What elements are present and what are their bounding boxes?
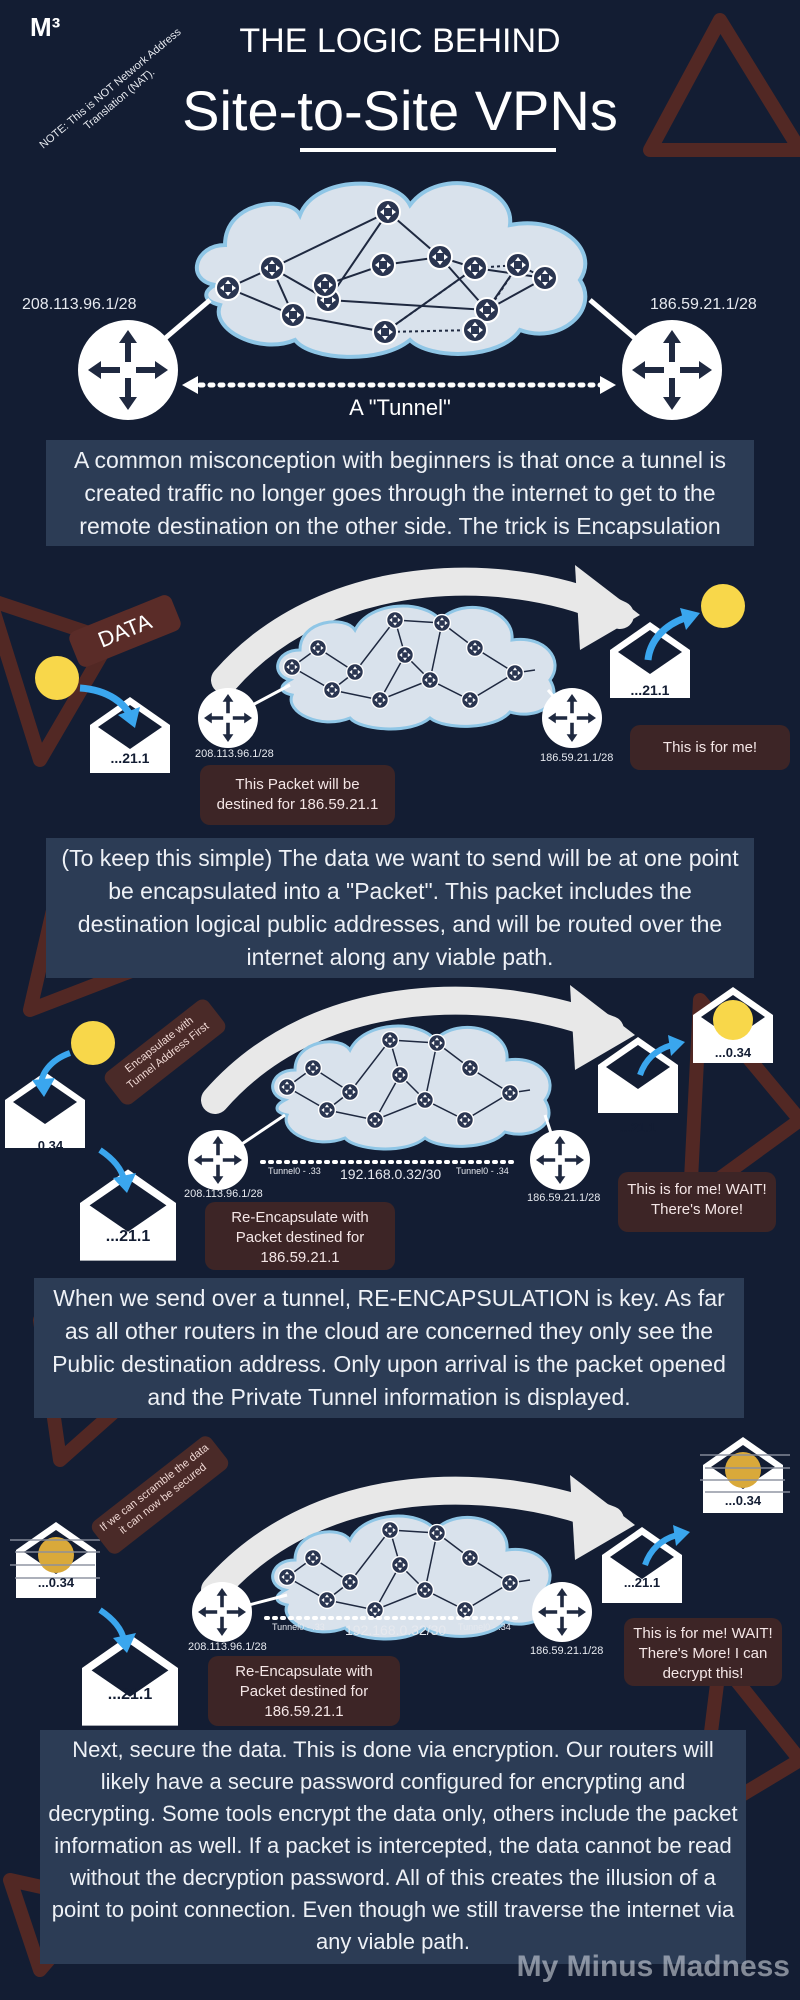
s2-right-address: 186.59.21.1/28 bbox=[540, 752, 614, 764]
s3-subnet: 192.168.0.32/30 bbox=[340, 1166, 442, 1182]
cloud-4 bbox=[271, 1514, 552, 1641]
logo: M³ bbox=[30, 12, 61, 42]
cloud-3 bbox=[271, 1024, 552, 1151]
s4-env-top-right-label: ...0.34 bbox=[724, 1493, 762, 1508]
title-underline bbox=[300, 148, 556, 152]
cloud-2 bbox=[276, 604, 557, 731]
s4-text: Next, secure the data. This is done via … bbox=[40, 1730, 746, 1964]
tunnel-label: A "Tunnel" bbox=[349, 395, 451, 420]
s1-right-address: 186.59.21.1/28 bbox=[650, 296, 757, 313]
s1-text: A common misconception with beginners is… bbox=[46, 440, 754, 546]
s3-right-address: 186.59.21.1/28 bbox=[527, 1192, 601, 1204]
sun-icon bbox=[701, 584, 745, 628]
s4-env-right-label: ...21.1 bbox=[623, 1575, 661, 1590]
title-large: Site-to-Site VPNs bbox=[182, 79, 618, 142]
big-arrow-2 bbox=[211, 567, 634, 694]
s4-callout-right: This is for me! WAIT! There's More! I ca… bbox=[624, 1618, 782, 1686]
sun-icon bbox=[35, 656, 79, 700]
s1-left-address: 208.113.96.1/28 bbox=[22, 296, 137, 313]
s3-tunnel-right: Tunnel0 - .34 bbox=[456, 1166, 509, 1176]
s4-subnet: 192.168.0.32/30 bbox=[345, 1622, 447, 1638]
s4-tunnel-right: Tunnel0 - .34 bbox=[458, 1622, 511, 1632]
cloud-1 bbox=[194, 181, 588, 359]
s4-right-address: 186.59.21.1/28 bbox=[530, 1645, 604, 1657]
s3-text: When we send over a tunnel, RE-ENCAPSULA… bbox=[34, 1278, 744, 1418]
router-right-1 bbox=[622, 320, 722, 420]
s4-callout-left: Re-Encapsulate with Packet destined for … bbox=[208, 1656, 400, 1726]
s4-left-address: 208.113.96.1/28 bbox=[188, 1641, 267, 1653]
s3-env-right-label: ...21.1 bbox=[619, 1120, 657, 1135]
s2-text: (To keep this simple) The data we want t… bbox=[46, 838, 754, 978]
s3-env-big-left-label: ...21.1 bbox=[105, 1228, 151, 1245]
s3-callout-left: Re-Encapsulate with Packet destined for … bbox=[205, 1202, 395, 1270]
s2-callout-right: This is for me! bbox=[630, 725, 790, 770]
s4-env-small-left-label: ...0.34 bbox=[37, 1575, 75, 1590]
s2-left-address: 208.113.96.1/28 bbox=[195, 748, 274, 760]
s2-envelope-left-label: ...21.1 bbox=[110, 750, 150, 766]
footer-brand: My Minus Madness bbox=[516, 1950, 790, 1983]
s3-env-small-left-label: ...0.34 bbox=[26, 1138, 64, 1153]
s4-tunnel-left: Tunnel0 - .33 bbox=[272, 1622, 325, 1632]
s3-left-address: 208.113.96.1/28 bbox=[184, 1188, 263, 1200]
s3-env-top-right-label: ...0.34 bbox=[714, 1045, 752, 1060]
s3-callout-right: This is for me! WAIT! There's More! bbox=[618, 1172, 776, 1232]
s3-tunnel-left: Tunnel0 - .33 bbox=[268, 1166, 321, 1176]
s4-env-big-left-label: ...21.1 bbox=[107, 1686, 153, 1703]
router-left-1 bbox=[78, 320, 178, 420]
s2-callout-left: This Packet will be destined for 186.59.… bbox=[200, 765, 395, 825]
s2-envelope-right-label: ...21.1 bbox=[630, 682, 670, 698]
title-small: THE LOGIC BEHIND bbox=[239, 22, 561, 60]
